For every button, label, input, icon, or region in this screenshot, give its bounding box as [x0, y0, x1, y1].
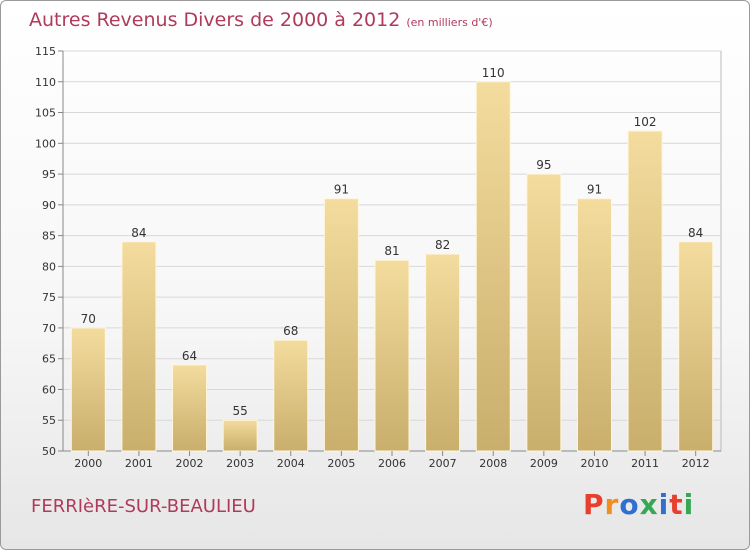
bar	[323, 198, 359, 452]
bar	[576, 198, 612, 452]
x-tick-label: 2006	[378, 457, 406, 470]
data-label: 81	[384, 244, 399, 258]
chart-title: Autres Revenus Divers de 2000 à 2012 (en …	[29, 9, 493, 31]
y-tick-label: 90	[42, 199, 56, 212]
y-tick-label: 115	[35, 45, 56, 58]
proxiti-logo: Proxiti	[583, 488, 694, 521]
y-tick-label: 70	[42, 322, 56, 335]
bar	[374, 259, 410, 452]
data-label: 55	[233, 404, 248, 418]
logo-letter: i	[658, 488, 670, 521]
x-tick-label: 2005	[327, 457, 355, 470]
bar	[121, 241, 157, 452]
y-tick-label: 100	[35, 137, 56, 150]
y-tick-label: 80	[42, 260, 56, 273]
x-tick-label: 2004	[277, 457, 305, 470]
logo-letter: P	[583, 488, 605, 521]
x-tick-label: 2000	[74, 457, 102, 470]
data-label: 102	[634, 115, 657, 129]
bar	[172, 364, 208, 452]
y-tick-label: 95	[42, 168, 56, 181]
y-tick-label: 110	[35, 76, 56, 89]
data-label: 95	[536, 158, 551, 172]
bar	[222, 419, 258, 452]
bar	[425, 253, 461, 452]
y-tick-label: 65	[42, 353, 56, 366]
y-tick-label: 75	[42, 291, 56, 304]
data-label: 68	[283, 324, 298, 338]
y-tick-label: 60	[42, 383, 56, 396]
data-label: 91	[587, 183, 602, 197]
logo-letter: t	[669, 488, 684, 521]
x-tick-label: 2011	[631, 457, 659, 470]
y-tick-label: 85	[42, 230, 56, 243]
bar	[526, 173, 562, 452]
bar	[475, 81, 511, 452]
x-tick-label: 2002	[176, 457, 204, 470]
data-label: 84	[131, 226, 146, 240]
data-label: 110	[482, 66, 505, 80]
logo-letter: x	[639, 488, 659, 521]
x-tick-label: 2012	[682, 457, 710, 470]
commune-name: FERRIèRE-SUR-BEAULIEU	[31, 496, 256, 517]
y-tick-label: 105	[35, 107, 56, 120]
data-label: 91	[334, 183, 349, 197]
chart-subtitle: (en milliers d'€)	[406, 16, 493, 29]
bar	[627, 130, 663, 452]
logo-letter: r	[604, 488, 620, 521]
x-tick-label: 2003	[226, 457, 254, 470]
logo-letter: o	[619, 488, 640, 521]
data-label: 82	[435, 238, 450, 252]
x-tick-label: 2010	[580, 457, 608, 470]
title-text: Autres Revenus Divers de 2000 à 2012	[29, 9, 401, 31]
x-tick-label: 2009	[530, 457, 558, 470]
data-label: 70	[81, 312, 96, 326]
bar	[273, 339, 309, 452]
x-tick-label: 2001	[125, 457, 153, 470]
logo-letter: i	[683, 488, 695, 521]
bar	[70, 327, 106, 452]
x-tick-label: 2007	[429, 457, 457, 470]
bar	[678, 241, 714, 452]
x-tick-label: 2008	[479, 457, 507, 470]
data-label: 84	[688, 226, 703, 240]
data-label: 64	[182, 349, 197, 363]
y-tick-label: 50	[42, 445, 56, 458]
y-tick-label: 55	[42, 414, 56, 427]
